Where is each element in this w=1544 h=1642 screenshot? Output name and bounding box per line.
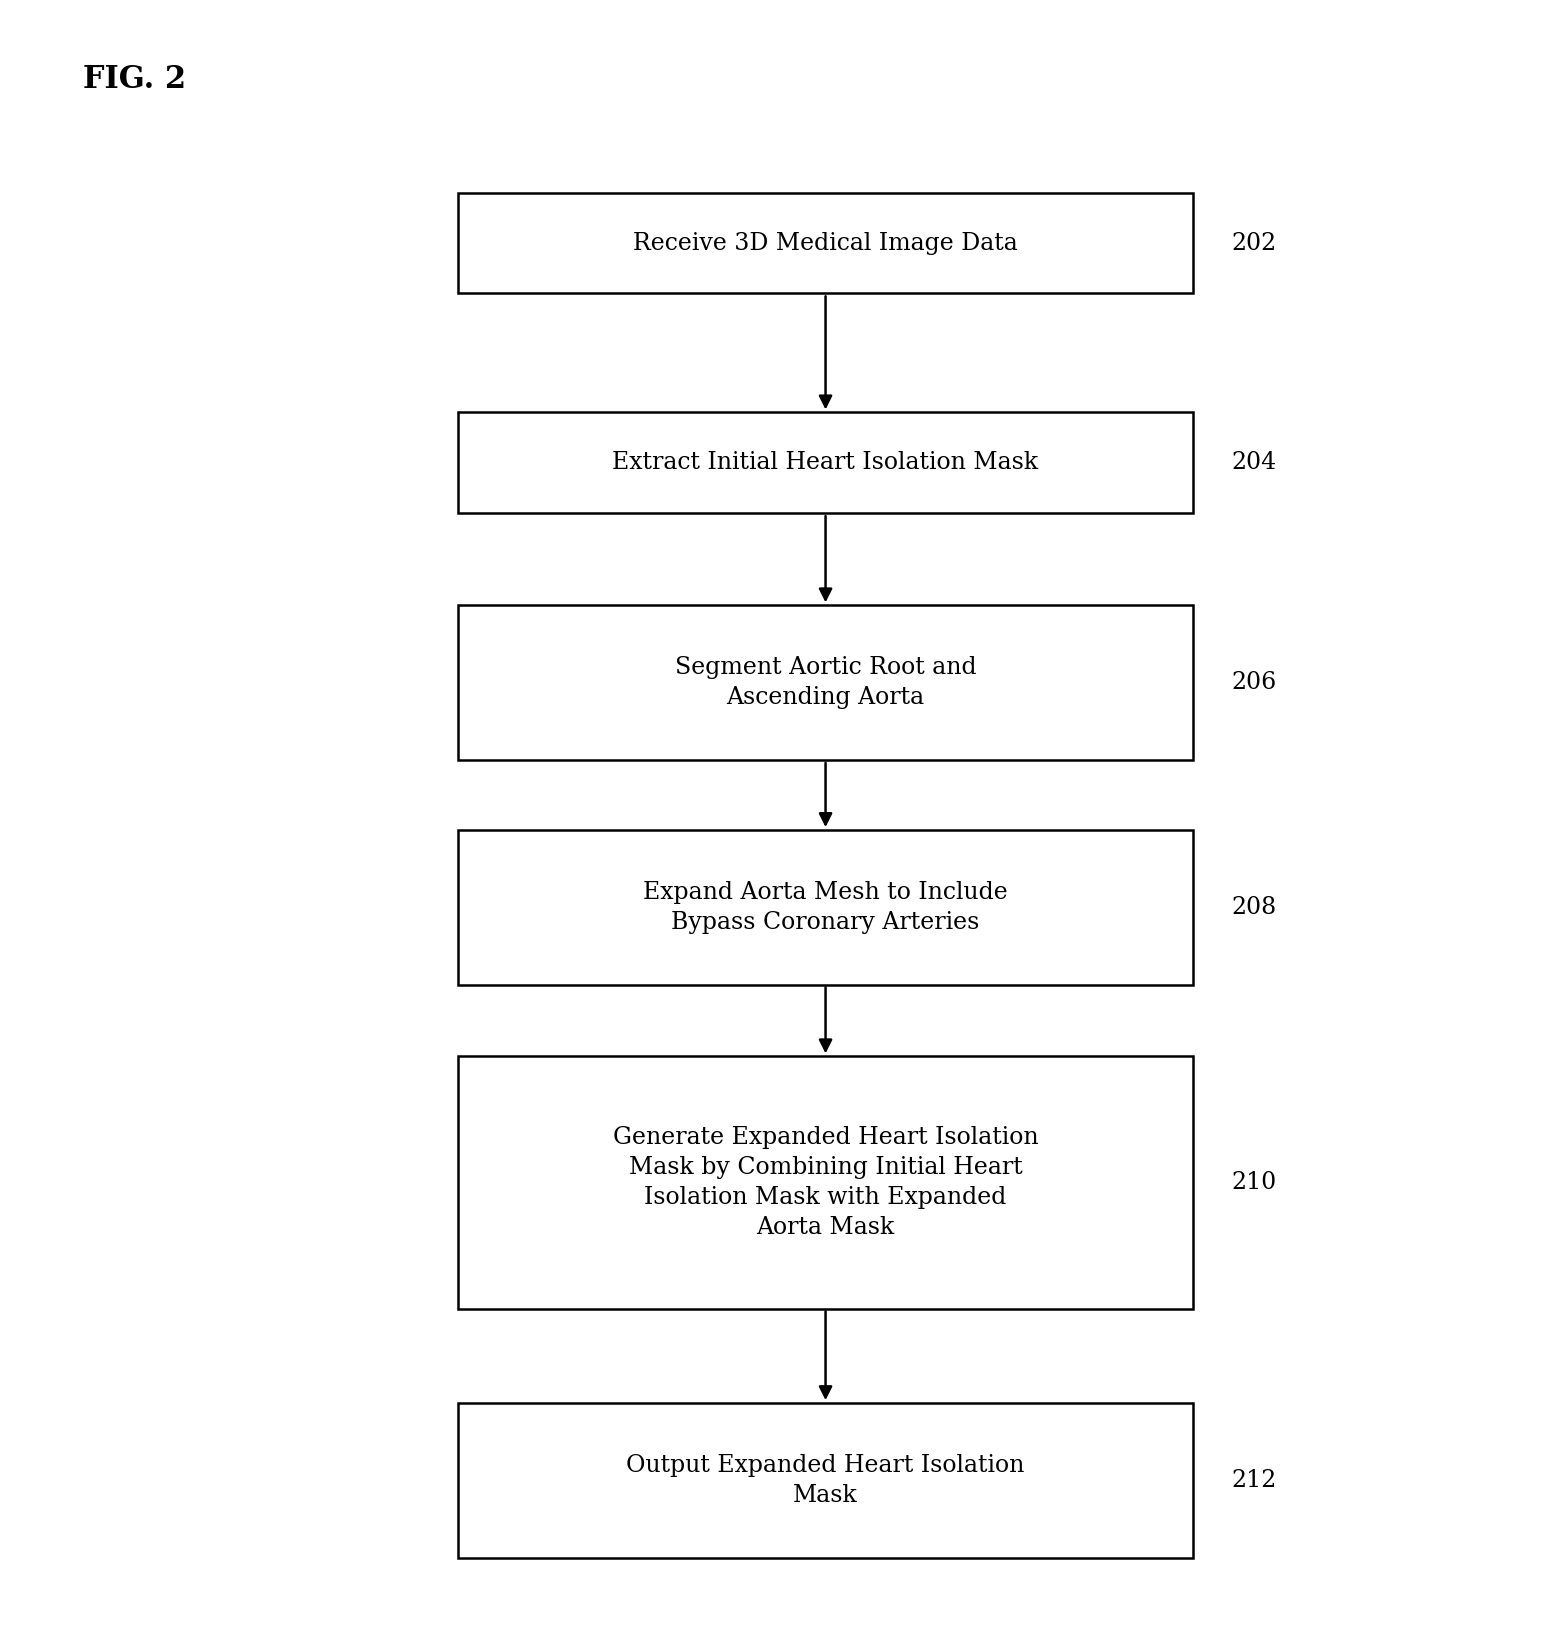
FancyBboxPatch shape — [459, 1402, 1194, 1558]
Text: 204: 204 — [1231, 452, 1277, 475]
Text: Output Expanded Heart Isolation
Mask: Output Expanded Heart Isolation Mask — [627, 1453, 1025, 1507]
Text: Expand Aorta Mesh to Include
Bypass Coronary Arteries: Expand Aorta Mesh to Include Bypass Coro… — [644, 880, 1008, 934]
Text: Segment Aortic Root and
Ascending Aorta: Segment Aortic Root and Ascending Aorta — [675, 657, 976, 709]
Text: 202: 202 — [1231, 232, 1277, 255]
Text: 210: 210 — [1231, 1171, 1277, 1194]
FancyBboxPatch shape — [459, 606, 1194, 760]
FancyBboxPatch shape — [459, 192, 1194, 294]
Text: 212: 212 — [1231, 1470, 1277, 1493]
Text: FIG. 2: FIG. 2 — [83, 64, 187, 95]
Text: Receive 3D Medical Image Data: Receive 3D Medical Image Data — [633, 232, 1017, 255]
FancyBboxPatch shape — [459, 412, 1194, 514]
Text: 206: 206 — [1231, 672, 1277, 695]
Text: Generate Expanded Heart Isolation
Mask by Combining Initial Heart
Isolation Mask: Generate Expanded Heart Isolation Mask b… — [613, 1126, 1039, 1240]
FancyBboxPatch shape — [459, 1056, 1194, 1309]
Text: 208: 208 — [1231, 897, 1277, 920]
FancyBboxPatch shape — [459, 829, 1194, 985]
Text: Extract Initial Heart Isolation Mask: Extract Initial Heart Isolation Mask — [613, 452, 1039, 475]
